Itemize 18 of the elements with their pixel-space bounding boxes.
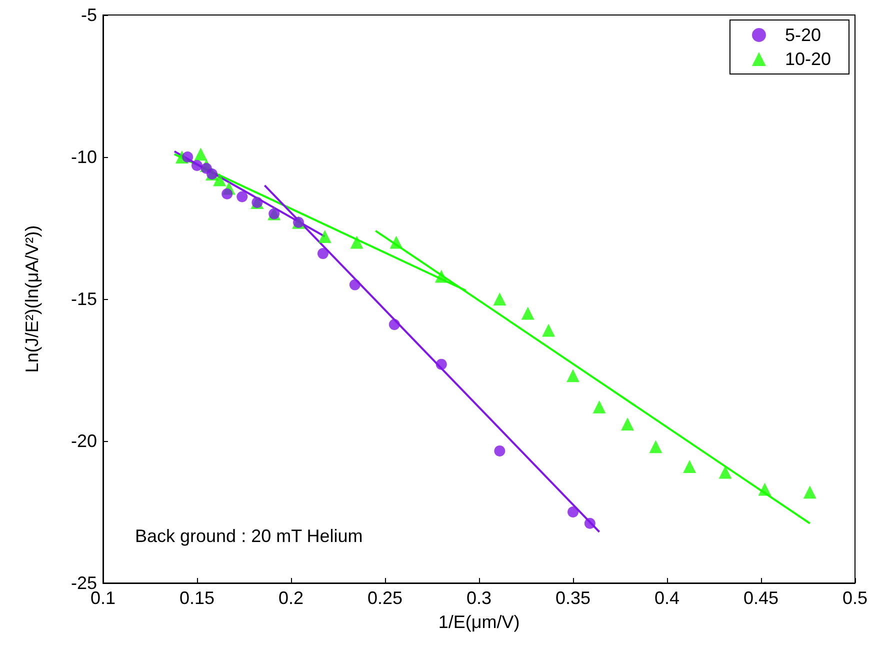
x-tick-label: 0.15 <box>179 588 215 608</box>
y-axis-title: Ln(J/E²)(ln(μA/V²)) <box>22 225 42 373</box>
y-tick-label: -15 <box>70 289 97 309</box>
annotation: Back ground : 20 mT Helium <box>135 526 363 546</box>
x-tick-label: 0.1 <box>90 588 116 608</box>
x-axis-title: 1/E(μm/V) <box>438 612 520 632</box>
y-tick-label: -20 <box>70 431 97 451</box>
x-tick-label: 0.2 <box>278 588 304 608</box>
legend-label: 10-20 <box>784 49 832 69</box>
x-tick-label: 0.25 <box>367 588 403 608</box>
x-tick-label: 0.45 <box>743 588 779 608</box>
x-tick-label: 0.35 <box>555 588 591 608</box>
x-tick-label: 0.4 <box>654 588 680 608</box>
legend-label: 5-20 <box>784 25 821 45</box>
x-tick-label: 0.3 <box>466 588 492 608</box>
x-tick-label: 0.5 <box>842 588 868 608</box>
y-tick-label: -5 <box>80 5 97 25</box>
y-tick-label: -10 <box>70 147 97 167</box>
